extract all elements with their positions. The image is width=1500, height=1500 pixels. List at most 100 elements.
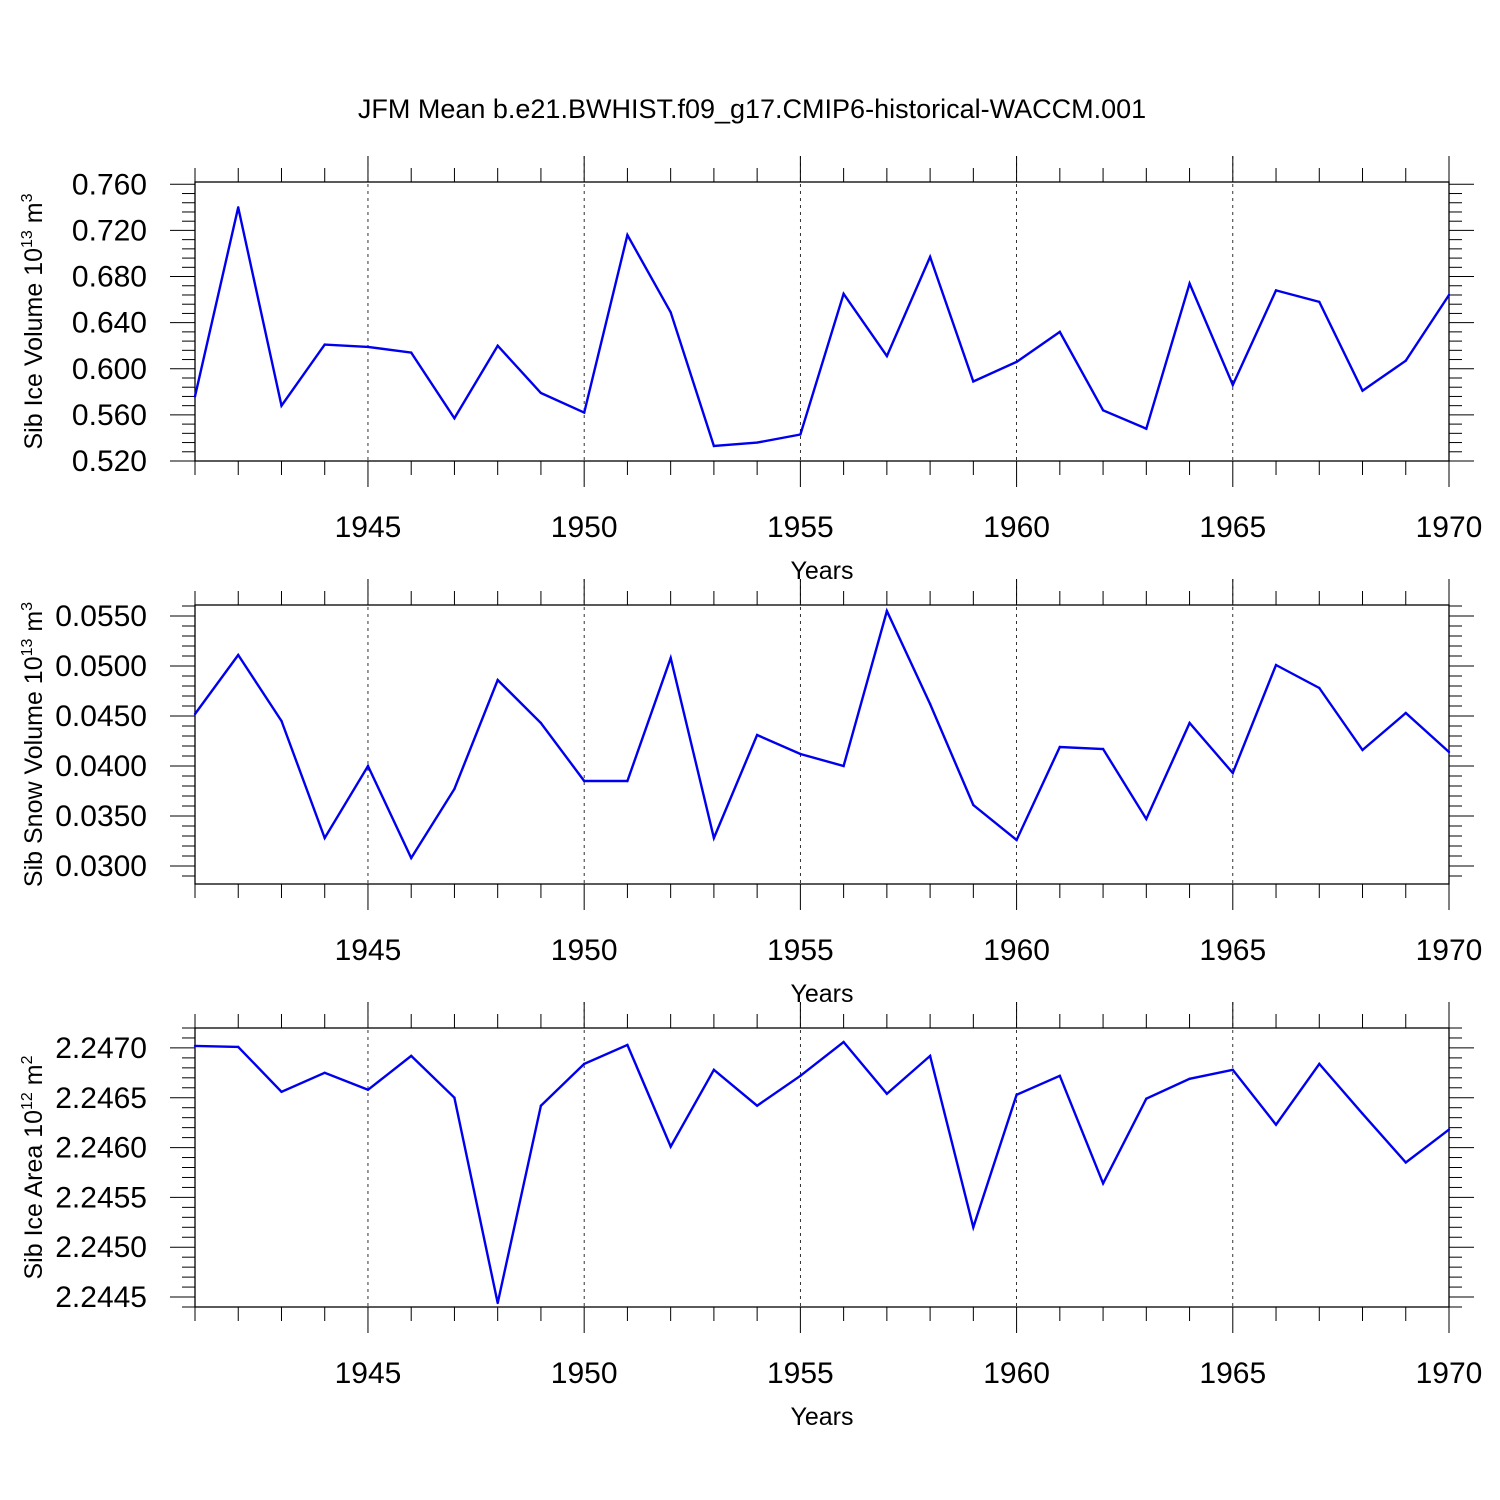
y-tick-label: 2.2450 — [55, 1231, 147, 1264]
y-tick-label: 0.0300 — [55, 850, 147, 883]
data-point — [972, 1226, 975, 1229]
x-tick-label: 1955 — [767, 934, 834, 967]
data-point — [1058, 1074, 1062, 1078]
y-tick-label: 0.720 — [72, 214, 147, 247]
data-point — [280, 1090, 283, 1093]
data-point — [193, 395, 197, 398]
y-axis-label-unit: m — [20, 1064, 48, 1092]
data-point — [972, 380, 975, 383]
data-point — [453, 417, 456, 420]
data-point — [582, 1062, 586, 1066]
data-point — [496, 344, 499, 347]
data-point — [280, 404, 283, 407]
data-point — [539, 391, 543, 395]
y-axis-label-text: Sib Snow Volume 10 — [20, 656, 48, 887]
data-point — [1101, 1182, 1105, 1185]
series-line — [194, 1040, 1450, 1304]
data-point — [1145, 1097, 1148, 1100]
x-tick-label: 1950 — [551, 1357, 618, 1390]
plot-frame — [194, 604, 1450, 885]
data-point — [1101, 409, 1105, 412]
y-tick-label: 2.2470 — [55, 1032, 147, 1065]
data-point — [626, 779, 629, 783]
data-point — [669, 656, 672, 660]
x-tick-label: 1950 — [551, 934, 618, 967]
chart-title: JFM Mean b.e21.BWHIST.f09_g17.CMIP6-hist… — [358, 94, 1146, 124]
data-point — [193, 712, 197, 716]
y-axis-label-exponent: 13 — [19, 638, 36, 656]
data-point — [799, 1074, 802, 1078]
y-tick-label: 0.760 — [72, 168, 147, 201]
chart-panels: 0.520 0.560 0.600 0.640 0.680 0.720 0.760 1945 1… — [19, 156, 1482, 1431]
x-tick-label: 1970 — [1416, 1357, 1483, 1390]
x-axis-label: Years — [790, 557, 853, 585]
x-tick-label: 1945 — [335, 511, 402, 544]
data-point — [539, 1104, 543, 1107]
data-point — [799, 433, 802, 436]
y-axis-label-unit: m — [20, 611, 48, 639]
data-point — [1404, 711, 1407, 715]
data-point — [453, 787, 456, 791]
data-point — [1058, 745, 1062, 749]
data-point — [885, 1092, 889, 1095]
data-point — [496, 678, 499, 682]
y-tick-label: 2.2455 — [55, 1181, 147, 1214]
series-line — [193, 207, 1451, 448]
data-point — [582, 411, 586, 414]
data-point — [1231, 383, 1234, 387]
y-tick-label: 0.0550 — [55, 600, 147, 633]
data-point — [193, 1044, 197, 1048]
y-axis-label: Sib Snow Volume 1013 m3 — [19, 602, 48, 887]
data-point — [1318, 686, 1321, 690]
data-point — [669, 1145, 672, 1148]
x-tick-label: 1950 — [551, 511, 618, 544]
data-point — [1015, 838, 1018, 842]
data-point — [1274, 289, 1278, 292]
data-point — [928, 1054, 932, 1058]
y-tick-label: 2.2460 — [55, 1132, 147, 1165]
x-tick-label: 1965 — [1199, 1357, 1266, 1390]
y-tick-label: 0.0350 — [55, 800, 147, 833]
data-point — [539, 721, 543, 725]
data-point — [755, 733, 759, 737]
data-point — [1447, 1128, 1451, 1131]
data-point — [366, 764, 370, 768]
data-point — [885, 609, 889, 613]
x-tick-label: 1965 — [1199, 511, 1266, 544]
x-tick-label: 1965 — [1199, 934, 1266, 967]
y-axis-label-unit-exponent: 3 — [19, 602, 36, 611]
y-axis-label-exponent: 13 — [19, 230, 36, 248]
data-point — [799, 752, 802, 756]
data-point — [410, 351, 413, 354]
x-tick-label: 1955 — [767, 511, 834, 544]
x-tick-label: 1960 — [983, 934, 1050, 967]
data-point — [366, 345, 370, 349]
x-tick-label: 1955 — [767, 1357, 834, 1390]
data-point — [626, 1043, 629, 1047]
x-tick-label: 1960 — [983, 511, 1050, 544]
data-point — [842, 1040, 845, 1044]
data-point — [453, 1096, 456, 1099]
x-tick-label: 1945 — [335, 934, 402, 967]
data-point — [1145, 817, 1148, 821]
y-tick-label: 0.560 — [72, 399, 147, 432]
data-point — [1188, 282, 1191, 285]
data-point — [842, 292, 845, 296]
data-point — [712, 836, 716, 840]
y-tick-label: 0.520 — [72, 445, 147, 478]
data-point — [496, 1301, 499, 1305]
data-point — [1361, 389, 1364, 392]
data-point — [928, 702, 932, 706]
data-point — [366, 1088, 370, 1091]
data-point — [1274, 1123, 1278, 1126]
y-axis-label-exponent: 12 — [19, 1092, 36, 1110]
y-axis-label: Sib Ice Volume 1013 m3 — [19, 193, 48, 449]
y-axis-label-unit-exponent: 3 — [19, 193, 36, 202]
data-point — [972, 803, 975, 807]
data-point — [1318, 300, 1321, 304]
data-point — [1058, 330, 1062, 334]
data-point — [626, 233, 629, 237]
data-point — [237, 206, 240, 209]
y-tick-label: 0.600 — [72, 353, 147, 386]
